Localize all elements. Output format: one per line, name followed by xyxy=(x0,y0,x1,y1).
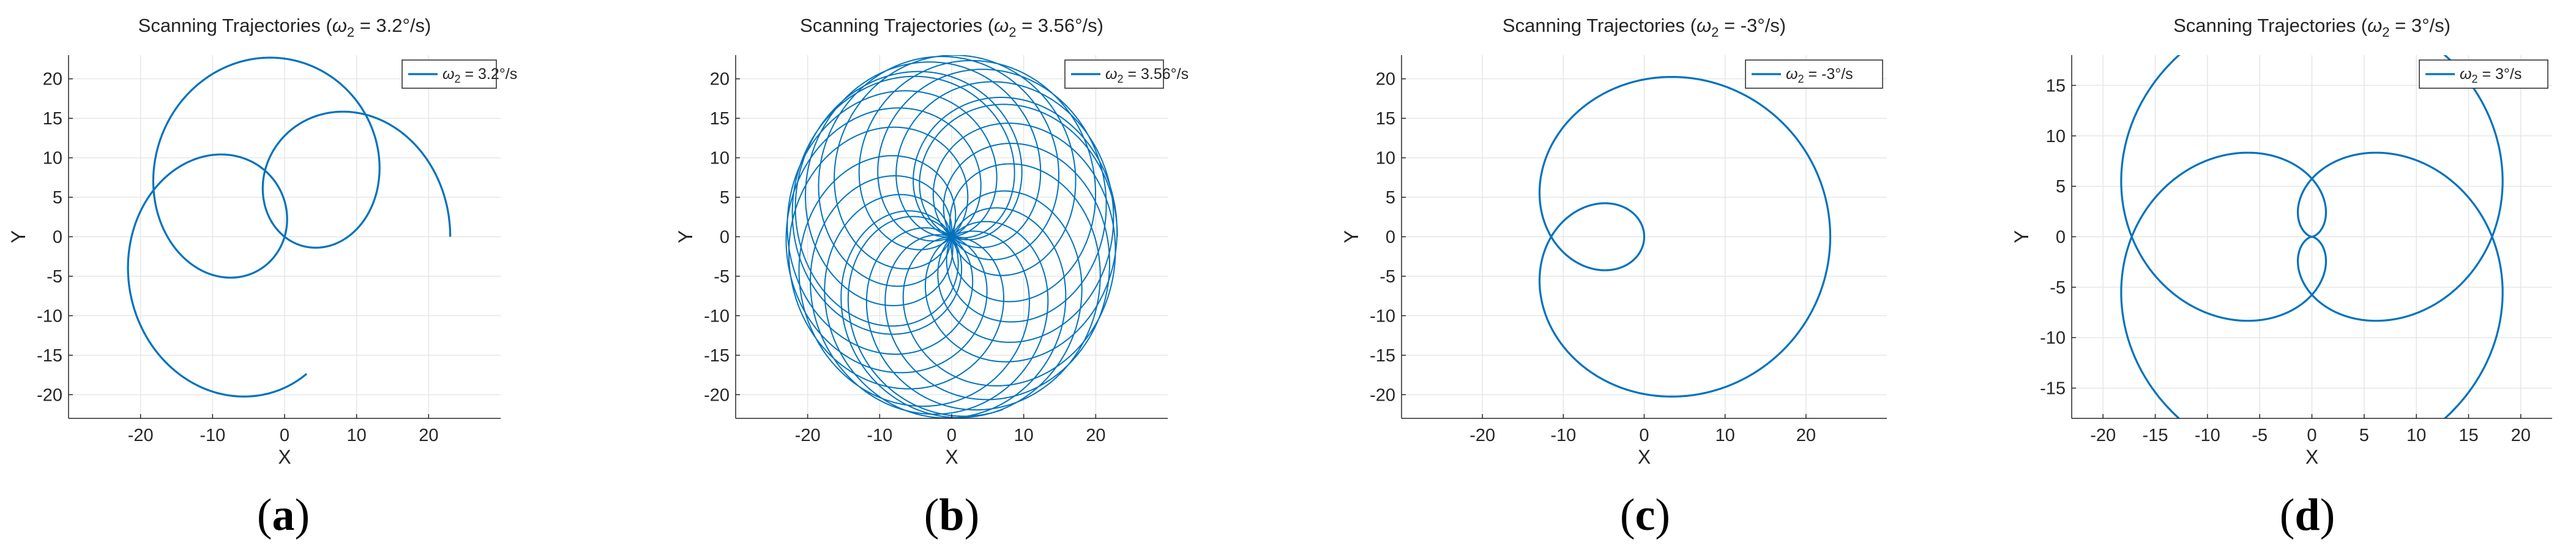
y-tick-label: -10 xyxy=(37,306,62,326)
y-axis-label: Y xyxy=(674,230,696,243)
legend: ω2 = -3°/s xyxy=(1745,59,1883,89)
x-tick-label: -15 xyxy=(2143,426,2168,445)
series-line-1 xyxy=(1538,76,1832,398)
subfigure-caption: (a) xyxy=(257,490,310,540)
y-tick-label: -15 xyxy=(1370,346,1395,366)
y-tick-label: 15 xyxy=(43,109,62,129)
x-tick-label: 0 xyxy=(1639,426,1649,445)
series-line-1 xyxy=(2120,55,2504,418)
y-tick-label: -20 xyxy=(37,385,62,405)
y-tick-label: -5 xyxy=(714,267,730,287)
y-tick-label: -20 xyxy=(1370,385,1395,405)
legend-label: ω2 = -3°/s xyxy=(1786,66,1853,85)
chart-panel-1: -20 -10 0 10 20 -20 -15 -10 -5 0 5 10 15 20 X Y Scanning… xyxy=(7,15,517,540)
legend-label: ω2 = 3°/s xyxy=(2460,66,2522,85)
y-tick-label: -10 xyxy=(1370,306,1395,326)
y-tick-label: 0 xyxy=(720,228,730,247)
x-tick-label: -10 xyxy=(200,426,225,445)
y-axis-label: Y xyxy=(1340,230,1362,243)
chart-panel-2: -20 -10 0 10 20 -20 -15 -10 -5 0 5 10 15 20 X Y Scanning… xyxy=(674,15,1189,540)
y-tick-label: 5 xyxy=(53,188,62,208)
y-tick-label: -10 xyxy=(704,306,730,326)
subfigure-caption: (d) xyxy=(2280,490,2335,540)
y-tick-label: 15 xyxy=(1376,109,1395,129)
x-axis-label: X xyxy=(945,446,958,468)
y-tick-label: 0 xyxy=(53,228,62,247)
y-tick-label: 10 xyxy=(43,149,62,168)
legend-label: ω2 = 3.2°/s xyxy=(442,66,517,85)
x-tick-label: 0 xyxy=(947,426,957,445)
y-tick-label: -15 xyxy=(704,346,730,366)
chart-title: Scanning Trajectories (ω2 = 3°/s) xyxy=(2173,15,2451,40)
y-tick-label: 15 xyxy=(2046,76,2066,96)
x-tick-label: 10 xyxy=(2406,426,2426,445)
series-line-1 xyxy=(785,55,1118,418)
x-axis-label: X xyxy=(2305,446,2318,468)
y-tick-label: 10 xyxy=(1376,149,1395,168)
y-tick-label: -5 xyxy=(2050,278,2066,298)
x-tick-label: -5 xyxy=(2252,426,2268,445)
x-tick-label: -10 xyxy=(1550,426,1576,445)
x-axis-label: X xyxy=(278,446,291,468)
chart-title: Scanning Trajectories (ω2 = -3°/s) xyxy=(1503,15,1786,40)
y-tick-label: -10 xyxy=(2040,328,2066,348)
subfigure-caption: (b) xyxy=(924,490,979,540)
y-tick-label: -15 xyxy=(2040,379,2066,399)
y-tick-label: 15 xyxy=(710,109,730,129)
y-tick-label: 0 xyxy=(2056,228,2066,247)
subfigure-caption: (c) xyxy=(1620,490,1670,540)
x-tick-label: 15 xyxy=(2458,426,2478,445)
y-tick-label: 10 xyxy=(2046,127,2066,146)
x-tick-label: 20 xyxy=(1086,426,1105,445)
x-tick-label: 0 xyxy=(280,426,289,445)
y-axis-label: Y xyxy=(2010,230,2033,243)
x-tick-label: 10 xyxy=(347,426,367,445)
chart-title: Scanning Trajectories (ω2 = 3.2°/s) xyxy=(138,15,431,40)
y-tick-label: 20 xyxy=(1376,70,1395,89)
x-tick-label: 10 xyxy=(1014,426,1034,445)
legend-label: ω2 = 3.56°/s xyxy=(1105,66,1189,85)
y-tick-label: 5 xyxy=(720,188,730,208)
x-tick-label: -20 xyxy=(128,426,154,445)
y-tick-label: 5 xyxy=(2056,177,2066,197)
x-tick-label: -10 xyxy=(867,426,892,445)
y-tick-label: 10 xyxy=(710,149,730,168)
x-tick-label: 20 xyxy=(1796,426,1816,445)
x-tick-label: 5 xyxy=(2359,426,2369,445)
x-tick-label: -20 xyxy=(2090,426,2116,445)
x-tick-label: -20 xyxy=(795,426,821,445)
series-line-1 xyxy=(127,56,452,398)
chart-panel-4: -20 -15 -10 -5 0 5 10 15 20 -15 -10 -5 0 5 10 15 X Y Scann… xyxy=(2010,15,2552,540)
chart-title: Scanning Trajectories (ω2 = 3.56°/s) xyxy=(800,15,1103,40)
x-tick-label: -20 xyxy=(1469,426,1495,445)
legend: ω2 = 3.56°/s xyxy=(1064,59,1189,89)
y-tick-label: -15 xyxy=(37,346,62,366)
x-axis-label: X xyxy=(1638,446,1651,468)
chart-panel-3: -20 -10 0 10 20 -20 -15 -10 -5 0 5 10 15 20 X Y Scanning… xyxy=(1340,15,1887,540)
y-tick-label: 5 xyxy=(1386,188,1395,208)
y-tick-label: -5 xyxy=(47,267,62,287)
x-tick-label: 10 xyxy=(1715,426,1735,445)
x-tick-label: 20 xyxy=(2511,426,2531,445)
y-tick-label: 20 xyxy=(43,70,62,89)
x-tick-label: 0 xyxy=(2307,426,2317,445)
x-tick-label: 20 xyxy=(419,426,438,445)
legend: ω2 = 3°/s xyxy=(2419,59,2548,89)
legend: ω2 = 3.2°/s xyxy=(401,59,517,89)
y-tick-label: -5 xyxy=(1379,267,1395,287)
y-axis-label: Y xyxy=(7,230,29,243)
y-tick-label: 20 xyxy=(710,70,730,89)
y-tick-label: -20 xyxy=(704,385,730,405)
x-tick-label: -10 xyxy=(2195,426,2220,445)
y-tick-label: 0 xyxy=(1386,228,1395,247)
